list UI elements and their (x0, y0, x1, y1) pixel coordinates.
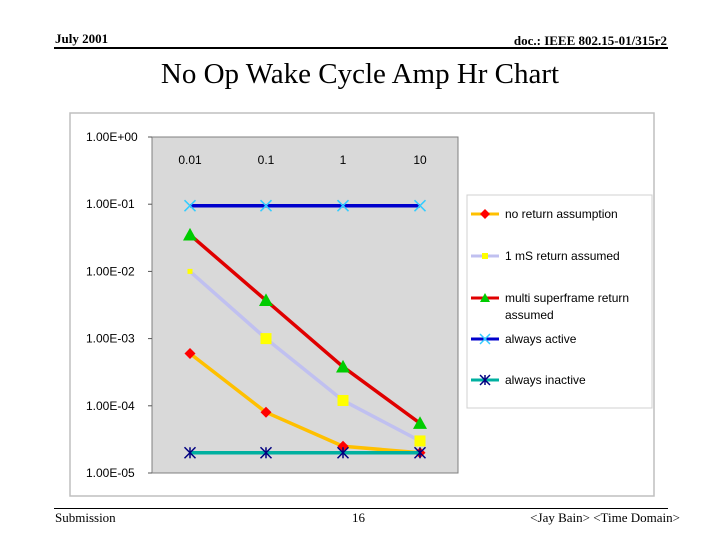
data-point (337, 394, 349, 406)
x-tick-label: 1 (340, 153, 347, 167)
footer-page-number: 16 (352, 510, 365, 525)
legend-label: 1 mS return assumed (505, 249, 620, 263)
data-point (259, 293, 273, 307)
y-tick-label: 1.00E-03 (86, 332, 135, 346)
data-point (260, 406, 272, 418)
header-rule (54, 47, 668, 49)
x-tick-label: 10 (413, 153, 427, 167)
data-point (413, 416, 427, 429)
data-point (259, 199, 273, 212)
legend-label: assumed (505, 308, 554, 322)
footer-rule (54, 508, 668, 509)
legend-label: no return assumption (505, 207, 618, 221)
y-tick-label: 1.00E-02 (86, 264, 135, 278)
legend-marker (480, 293, 490, 302)
legend (466, 194, 653, 409)
data-point (187, 268, 193, 274)
data-point (260, 333, 272, 345)
data-point (183, 199, 197, 212)
y-tick-label: 1.00E+00 (86, 130, 138, 144)
slide-title: No Op Wake Cycle Amp Hr Chart (160, 58, 560, 90)
y-tick-label: 1.00E-01 (86, 197, 135, 211)
footer-submission: Submission (55, 510, 116, 525)
legend-label: always active (505, 332, 577, 346)
data-point (413, 446, 427, 459)
header-doc-id: doc.: IEEE 802.15-01/315r2 (513, 33, 667, 48)
data-point (183, 227, 197, 241)
x-tick-label: 0.01 (178, 153, 202, 167)
series-line-0 (188, 352, 421, 455)
legend-marker (482, 253, 488, 259)
x-tick-label: 0.1 (258, 153, 275, 167)
header-date: July 2001 (55, 31, 109, 46)
data-point (336, 199, 350, 212)
plot-area (151, 136, 459, 474)
data-point (414, 435, 426, 447)
data-point (336, 446, 350, 459)
legend-marker (479, 374, 491, 386)
data-point (413, 199, 427, 212)
data-point (336, 359, 350, 373)
series-line-1 (188, 270, 421, 443)
legend-label: always inactive (505, 373, 586, 387)
y-tick-label: 1.00E-04 (86, 399, 135, 413)
legend-marker (479, 333, 491, 345)
series-line-2 (188, 233, 422, 425)
data-point (183, 446, 197, 459)
footer-author: <Jay Bain> <Time Domain> (530, 510, 680, 525)
data-point (184, 348, 196, 360)
data-point (259, 446, 273, 459)
legend-label: multi superframe return (505, 291, 629, 305)
y-tick-label: 1.00E-05 (86, 466, 135, 480)
legend-marker (480, 209, 490, 219)
